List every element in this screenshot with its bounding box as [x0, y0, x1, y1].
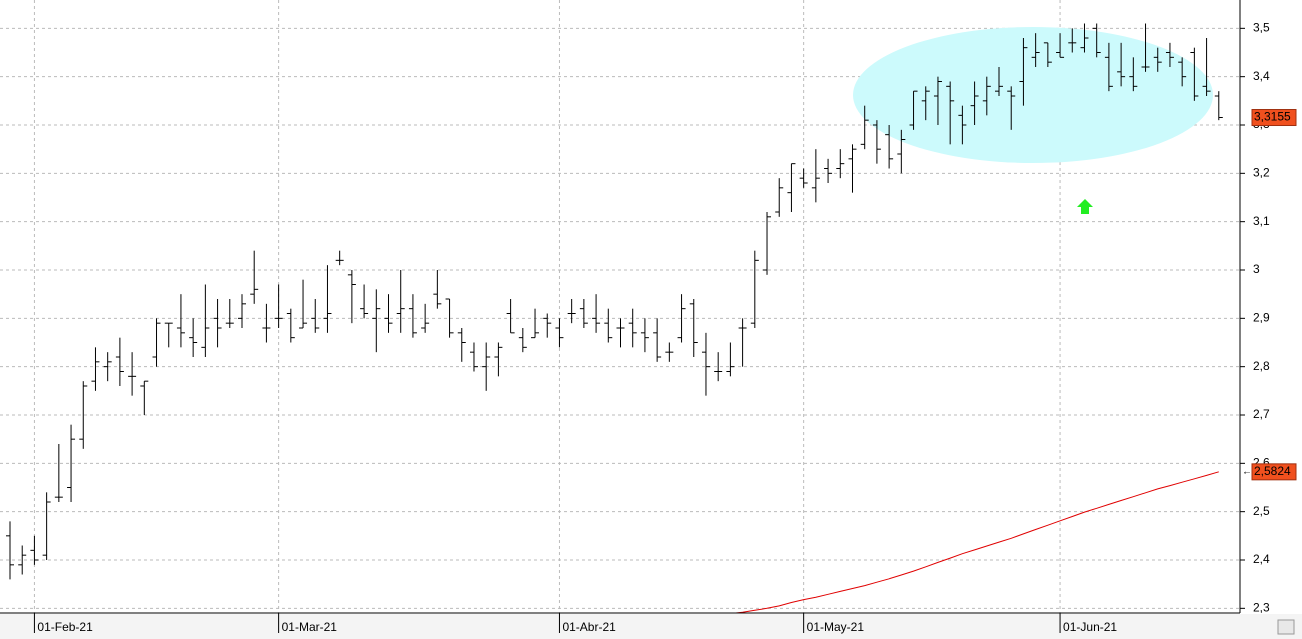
x-tick-label: 01-Feb-21 [37, 620, 93, 634]
x-tick-label: 01-Mar-21 [282, 620, 338, 634]
y-tick-label: 3,4 [1253, 69, 1270, 83]
y-tick-label: 2,9 [1253, 311, 1270, 325]
y-tick-label: 3,5 [1253, 21, 1270, 35]
last-value-box [1251, 463, 1297, 481]
x-axis-band [0, 614, 1302, 639]
x-tick-label: 01-Jun-21 [1063, 620, 1117, 634]
y-tick-label: 2,7 [1253, 407, 1270, 421]
y-tick-label: 3 [1253, 262, 1260, 276]
last-value-box [1251, 109, 1297, 127]
moving-average-line [731, 471, 1219, 613]
settings-icon[interactable] [1277, 619, 1295, 635]
last-value-label: 3,3155 [1254, 110, 1291, 124]
axes: 2,32,42,52,62,72,82,933,13,23,33,43,501-… [33, 21, 1297, 634]
y-tick-label: 2,5 [1253, 504, 1270, 518]
y-tick-label: 2,3 [1253, 601, 1270, 615]
y-tick-label: 3,1 [1253, 214, 1270, 228]
x-tick-label: 01-May-21 [807, 620, 865, 634]
up-arrow [1077, 199, 1093, 214]
y-tick-label: 2,4 [1253, 552, 1270, 566]
y-tick-label: 3,2 [1253, 166, 1270, 180]
plot [6, 23, 1223, 613]
last-value-label: 2,5824 [1254, 464, 1291, 478]
last-value-arrow: ← [1242, 466, 1252, 477]
highlight-ellipse [853, 27, 1213, 163]
y-tick-label: 2,8 [1253, 359, 1270, 373]
x-tick-label: 01-Abr-21 [562, 620, 616, 634]
